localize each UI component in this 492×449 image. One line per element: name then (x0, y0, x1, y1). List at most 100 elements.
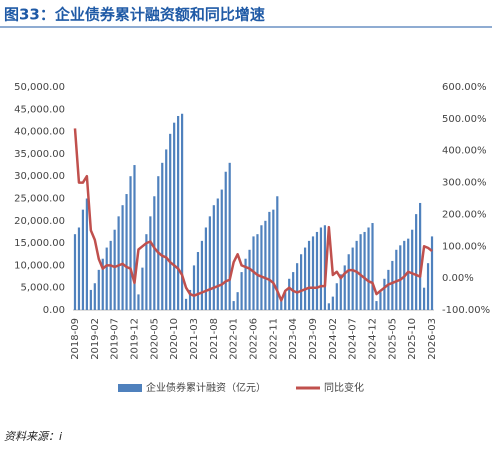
bar (399, 245, 402, 310)
bar (430, 236, 434, 310)
bar (280, 301, 283, 310)
y2-tick-label: -100.00% (442, 305, 490, 316)
bar (335, 283, 338, 310)
bar (216, 198, 219, 310)
bar (81, 209, 85, 310)
bar (232, 301, 235, 310)
bar (89, 289, 92, 310)
bar (276, 196, 279, 310)
bar (93, 283, 96, 310)
bar (141, 267, 144, 310)
bar (355, 240, 358, 310)
y-tick-label: 30,000.00 (14, 171, 65, 182)
bar (264, 220, 267, 310)
bar (319, 227, 323, 310)
bar (109, 240, 112, 310)
bar (315, 231, 319, 310)
y2-tick-label: 500.00% (442, 114, 487, 125)
bar (77, 227, 81, 310)
x-tick-label: 2020-10 (169, 318, 180, 360)
bar (212, 205, 215, 310)
bar (133, 165, 136, 310)
x-tick-label: 2023-04 (288, 318, 299, 360)
bar (180, 113, 184, 310)
y-tick-label: 50,000.00 (14, 82, 65, 93)
y2-tick-label: 100.00% (442, 241, 487, 252)
bar (256, 234, 259, 310)
bar (97, 269, 100, 310)
bar (177, 115, 180, 311)
bar (422, 287, 426, 310)
y2-tick-label: 400.00% (442, 146, 487, 157)
bar (303, 247, 307, 310)
bar (228, 162, 231, 310)
y-tick-label: 5,000.00 (20, 283, 65, 294)
bar (426, 263, 430, 310)
y-tick-label: 20,000.00 (14, 216, 65, 227)
bar (153, 196, 156, 310)
bar (415, 214, 418, 310)
source-note: 资料来源：i (4, 430, 62, 443)
y-tick-label: 10,000.00 (14, 260, 65, 271)
bar (101, 258, 104, 310)
bar (296, 263, 299, 310)
bar (204, 227, 207, 310)
bar (208, 216, 211, 310)
bar (196, 252, 200, 310)
y-tick-label: 15,000.00 (14, 238, 65, 249)
bar (300, 254, 303, 310)
bar (145, 234, 148, 310)
bar (272, 209, 275, 310)
y-tick-label: 40,000.00 (14, 127, 65, 138)
bar (311, 236, 315, 310)
bar (188, 289, 192, 310)
legend-swatch (118, 384, 142, 392)
bar (129, 176, 132, 310)
bar (411, 229, 414, 310)
bar (113, 229, 116, 310)
bar (173, 122, 176, 311)
y-tick-label: 0.00 (43, 305, 65, 316)
x-tick-label: 2024-12 (368, 318, 379, 360)
bar (379, 292, 382, 310)
bar (157, 176, 160, 310)
bar (351, 247, 354, 310)
x-tick-label: 2026-03 (427, 318, 438, 360)
bar (184, 298, 188, 310)
bar (220, 189, 223, 310)
x-tick-label: 2024-07 (348, 318, 359, 360)
y-tick-label: 35,000.00 (14, 149, 65, 160)
x-tick-label: 2024-02 (328, 318, 339, 360)
bar (73, 234, 77, 310)
bar (363, 231, 366, 310)
bar (383, 278, 386, 310)
bar (327, 303, 330, 310)
bar (165, 149, 168, 310)
bar (169, 133, 172, 310)
bar (117, 216, 120, 310)
bar (105, 247, 108, 310)
bar (248, 249, 251, 310)
x-tick-label: 2021-08 (209, 318, 220, 360)
x-tick-label: 2025-05 (387, 318, 398, 360)
bar (343, 265, 346, 310)
bar (161, 162, 164, 310)
y2-tick-label: 300.00% (442, 178, 487, 189)
bar (192, 265, 196, 310)
bar (125, 194, 128, 310)
bar (200, 240, 204, 310)
x-tick-label: 2022-01 (229, 318, 240, 360)
bar (347, 254, 350, 310)
y-tick-label: 45,000.00 (14, 104, 65, 115)
bar (260, 225, 263, 310)
x-tick-label: 2019-12 (129, 318, 140, 360)
bar (149, 216, 152, 310)
x-tick-label: 2018-09 (70, 318, 81, 360)
bar (288, 278, 291, 310)
y2-tick-label: 600.00% (442, 82, 487, 93)
bar (121, 205, 124, 310)
bar (307, 240, 311, 310)
y2-tick-label: 200.00% (442, 209, 487, 220)
bar (85, 198, 88, 310)
legend-label: 企业债券累计融资（亿元） (146, 381, 266, 394)
